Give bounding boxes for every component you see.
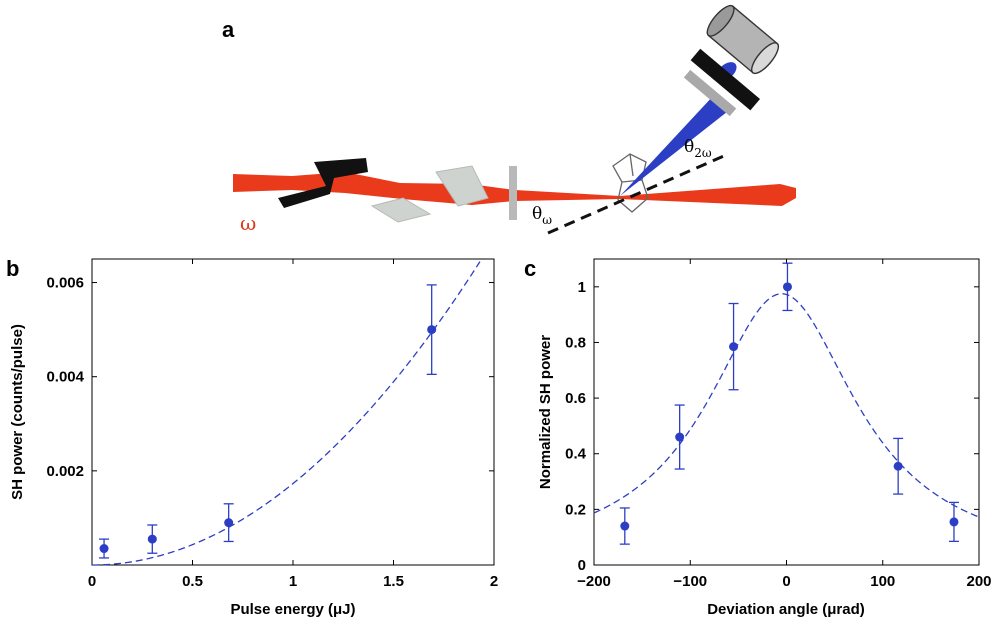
y-tick-label: 1 (578, 279, 586, 296)
panel-c-data-points (619, 262, 959, 545)
marker (147, 534, 157, 544)
x-tick-label: −100 (673, 573, 707, 590)
data-point (426, 284, 437, 375)
panel-b-axes-box (91, 258, 495, 566)
y-tick-label: 0.8 (565, 334, 586, 351)
y-tick-label: 0.6 (565, 390, 586, 407)
marker (729, 342, 739, 352)
marker (782, 282, 792, 292)
data-point (893, 437, 904, 495)
y-tick-label: 0.004 (46, 369, 84, 386)
marker (893, 461, 903, 471)
x-tick-label: 0 (782, 573, 790, 590)
panel-b-fit-curve (91, 261, 481, 566)
marker (949, 517, 959, 527)
panel-a-letter: a (222, 17, 235, 42)
reference-dashed-line (547, 153, 727, 235)
x-tick-label: 1 (289, 573, 297, 590)
data-point (619, 507, 630, 545)
x-tick-label: 2 (490, 573, 498, 590)
panel-c-ticks (593, 259, 980, 566)
data-point (728, 302, 739, 391)
marker (620, 521, 630, 531)
panel-b-chart: b 0 0.5 1 1.5 2 0.002 0.004 0.006 Pulse energy … (6, 256, 498, 618)
filter-plate-left (278, 158, 368, 208)
x-tick-label: −200 (577, 573, 611, 590)
panel-b-letter: b (6, 256, 19, 281)
data-point (948, 501, 959, 543)
prism-2 (435, 165, 489, 207)
panel-a-schematic: a ω θω (222, 4, 796, 235)
y-tick-label: 0.006 (46, 275, 84, 292)
panel-b-data-points (99, 284, 437, 559)
sh-beam (620, 95, 732, 196)
x-tick-label: 1.5 (383, 573, 404, 590)
prism-1 (370, 197, 432, 223)
data-point (99, 538, 110, 559)
panel-c-tick-labels: −200 −100 0 100 200 0 0.2 0.4 0.6 0.8 1 (565, 279, 991, 590)
detector-filter-black (690, 48, 761, 111)
y-tick-label: 0 (578, 557, 586, 574)
marker (224, 518, 234, 528)
fundamental-beam (233, 172, 796, 206)
panel-b-y-axis-label: SH power (counts/pulse) (9, 324, 26, 500)
data-point (782, 262, 793, 312)
theta-omega-label: θω (532, 204, 552, 227)
data-point (147, 524, 158, 554)
panel-c-axes-box (593, 258, 980, 566)
y-tick-label: 0.002 (46, 463, 84, 480)
marker (675, 432, 685, 442)
waveplate (509, 166, 517, 220)
panel-b-tick-labels: 0 0.5 1 1.5 2 0.002 0.004 0.006 (46, 275, 498, 590)
panel-c-x-axis-label: Deviation angle (μrad) (707, 601, 865, 618)
omega-label: ω (240, 211, 256, 235)
panel-c-y-axis-label: Normalized SH power (537, 335, 554, 489)
y-tick-label: 0.4 (565, 446, 587, 463)
detector (706, 4, 780, 75)
data-point (223, 503, 234, 543)
data-point (674, 404, 685, 470)
marker (99, 544, 109, 554)
panel-c-fit-curve (593, 293, 980, 518)
marker (427, 325, 437, 335)
panel-b-ticks (91, 259, 495, 565)
x-tick-label: 0 (88, 573, 96, 590)
x-tick-label: 0.5 (182, 573, 203, 590)
x-tick-label: 100 (870, 573, 895, 590)
detector-filter-gray (683, 69, 737, 117)
theta-2omega-label: θ2ω (684, 137, 712, 160)
x-tick-label: 200 (966, 573, 991, 590)
panel-c-chart: c −200 −100 0 100 200 0 0.2 0.4 0.6 0.8 1 Deviatio… (524, 256, 992, 618)
y-tick-label: 0.2 (565, 501, 586, 518)
panel-b-x-axis-label: Pulse energy (μJ) (230, 601, 355, 618)
panel-c-letter: c (524, 256, 536, 281)
